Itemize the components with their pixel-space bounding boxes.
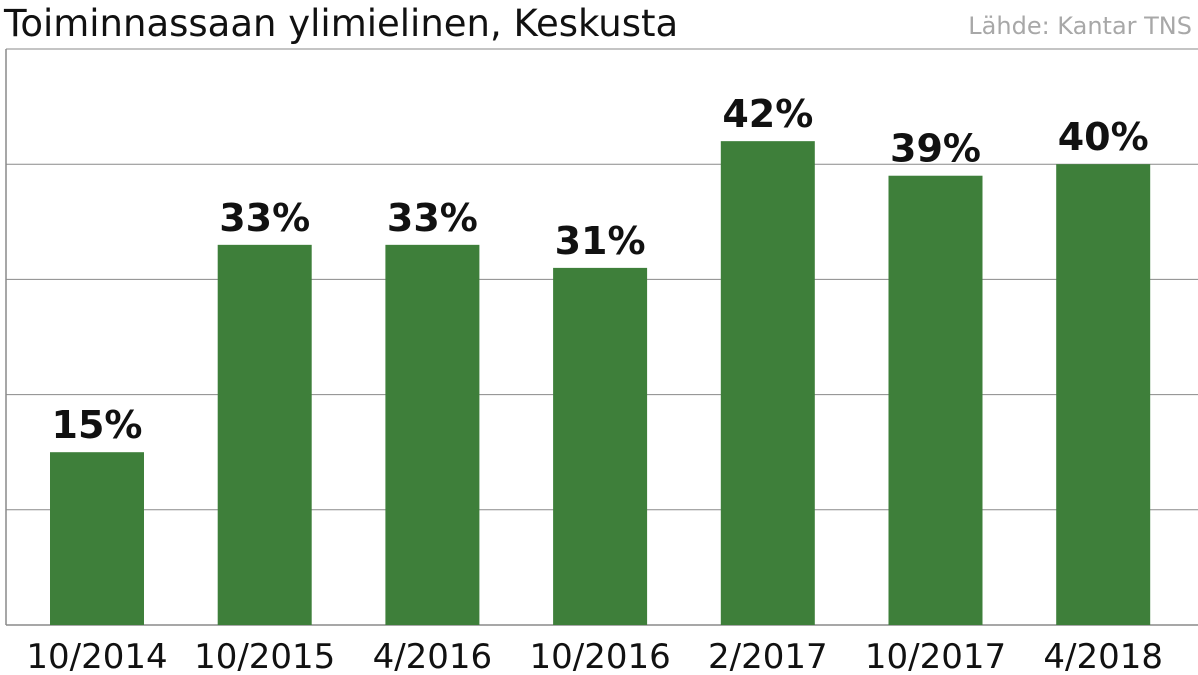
value-label: 33% [219,196,310,240]
x-tick-label: 10/2014 [26,637,167,675]
value-label: 31% [555,219,646,263]
x-tick-label: 10/2015 [194,637,335,675]
bar-10-2016 [553,267,648,625]
chart-title: Toiminnassaan ylimielinen, Keskusta [4,2,679,45]
bar-10-2014 [50,452,144,625]
value-label: 15% [52,403,143,447]
x-tick-label: 10/2016 [529,637,670,675]
label-layer: 15% 33% 33% 31% 42% 39% 40% [52,92,1149,447]
x-tick-label: 10/2017 [865,637,1006,675]
bar-2-2017 [720,141,815,625]
bar-layer [50,141,1151,625]
bar-10-2017 [888,175,983,625]
value-label: 40% [1058,115,1149,159]
bar-4-2018 [1056,164,1151,625]
value-label: 42% [722,92,813,136]
value-label: 33% [387,196,478,240]
bar-10-2015 [217,244,312,625]
x-tick-label: 2/2017 [708,637,828,675]
bar-4-2016 [385,244,480,625]
value-label: 39% [890,127,981,171]
x-tick-label: 4/2016 [373,637,493,675]
x-tick-label: 4/2018 [1043,637,1163,675]
tick-layer: 10/2014 10/2015 4/2016 10/2016 2/2017 10/2017… [26,637,1163,675]
chart-source: Lähde: Kantar TNS [968,12,1192,40]
